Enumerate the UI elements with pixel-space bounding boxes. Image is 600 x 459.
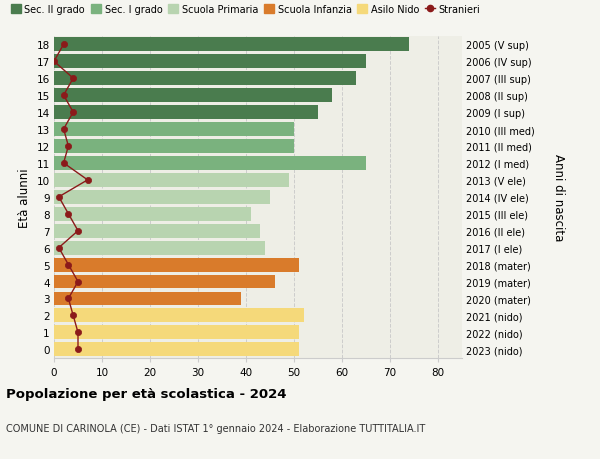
Bar [54, 106, 318, 120]
Bar [54, 292, 241, 306]
Bar [54, 38, 409, 52]
Text: COMUNE DI CARINOLA (CE) - Dati ISTAT 1° gennaio 2024 - Elaborazione TUTTITALIA.I: COMUNE DI CARINOLA (CE) - Dati ISTAT 1° … [6, 424, 425, 433]
Bar [54, 275, 275, 289]
Legend: Sec. II grado, Sec. I grado, Scuola Primaria, Scuola Infanzia, Asilo Nido, Stran: Sec. II grado, Sec. I grado, Scuola Prim… [11, 5, 481, 15]
Bar [54, 89, 332, 103]
Bar [54, 342, 299, 357]
Y-axis label: Anni di nascita: Anni di nascita [551, 154, 565, 241]
Bar [54, 55, 366, 69]
Bar [54, 190, 270, 204]
Bar [54, 72, 356, 86]
Bar [54, 207, 251, 221]
Text: Popolazione per età scolastica - 2024: Popolazione per età scolastica - 2024 [6, 387, 287, 400]
Bar [54, 326, 299, 340]
Bar [54, 157, 366, 170]
Bar [54, 309, 304, 323]
Bar [54, 174, 289, 187]
Bar [54, 258, 299, 272]
Bar [54, 140, 294, 154]
Y-axis label: Età alunni: Età alunni [18, 168, 31, 227]
Bar [54, 241, 265, 255]
Bar [54, 224, 260, 238]
Bar [54, 123, 294, 137]
